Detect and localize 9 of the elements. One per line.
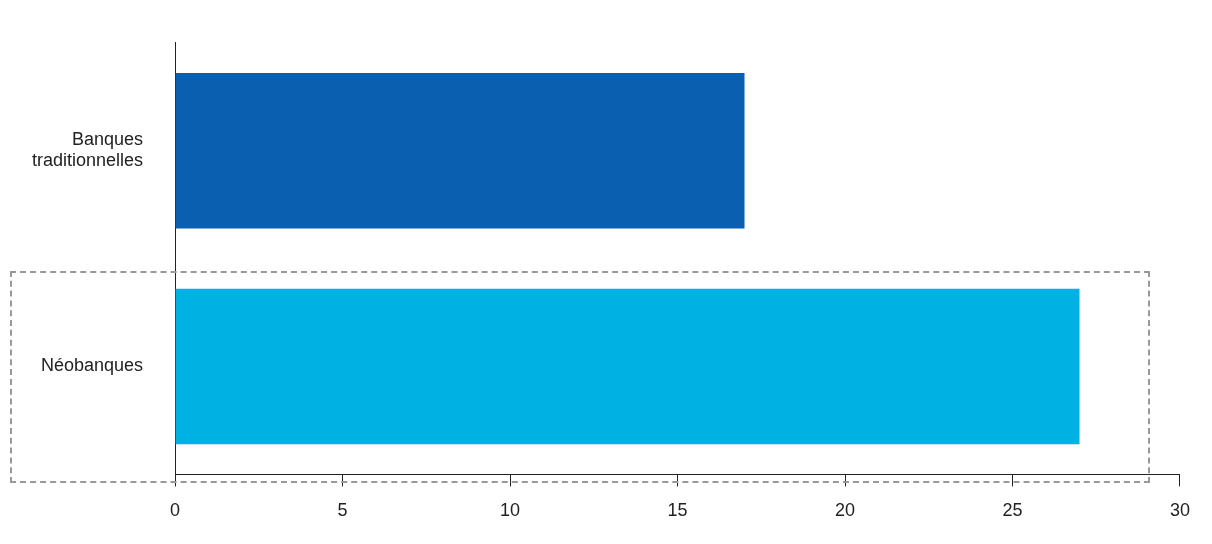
x-tick-label: 20 — [835, 500, 856, 521]
x-tick-label: 10 — [500, 500, 521, 521]
y-tick-label: Banques traditionnelles — [31, 128, 144, 171]
x-tick-label: 15 — [667, 500, 688, 521]
x-tick-label: 30 — [1169, 500, 1190, 521]
x-tick-label: 5 — [337, 500, 348, 521]
x-tick-label: 0 — [170, 500, 181, 521]
y-tick-label: Néobanques — [40, 355, 144, 376]
x-tick-label: 25 — [1002, 500, 1023, 521]
